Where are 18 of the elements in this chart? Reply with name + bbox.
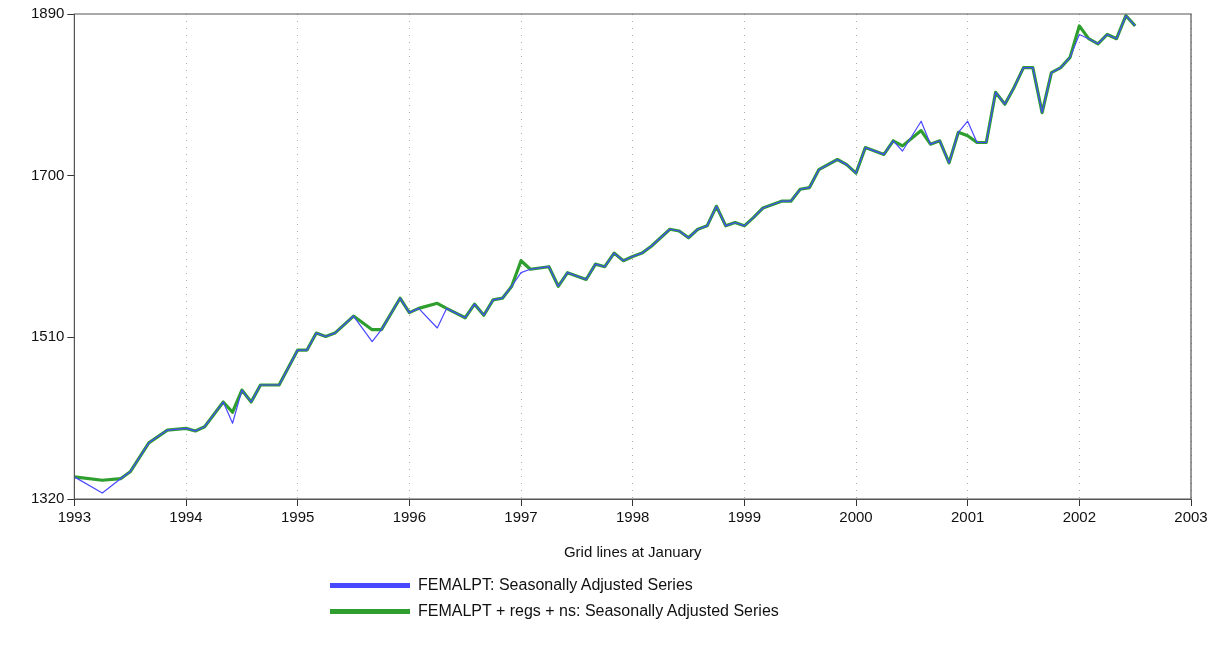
x-tick-label: 2003 <box>1174 508 1208 526</box>
legend-label: FEMALPT + regs + ns: Seasonally Adjusted Series <box>418 602 779 620</box>
x-tick-label: 1994 <box>169 508 203 526</box>
x-tick-label: 1995 <box>281 508 315 526</box>
x-tick-label: 2000 <box>839 508 873 526</box>
y-tick-label: 1700 <box>30 165 65 183</box>
x-tick-label: 1998 <box>616 508 650 526</box>
legend-label: FEMALPT: Seasonally Adjusted Series <box>418 576 693 594</box>
x-tick-label: 1996 <box>392 508 427 526</box>
x-tick-label: 2002 <box>1062 508 1097 526</box>
y-tick-label: 1320 <box>30 489 65 507</box>
x-tick-label: 1993 <box>57 508 92 526</box>
x-tick-label: 2001 <box>950 508 985 526</box>
y-tick-label: 1510 <box>30 327 65 345</box>
x-tick-label: 1999 <box>727 508 762 526</box>
x-tick-label: 1997 <box>504 508 538 526</box>
x-axis-title: Grid lines at January <box>563 543 702 561</box>
y-tick-label: 1890 <box>30 4 65 22</box>
